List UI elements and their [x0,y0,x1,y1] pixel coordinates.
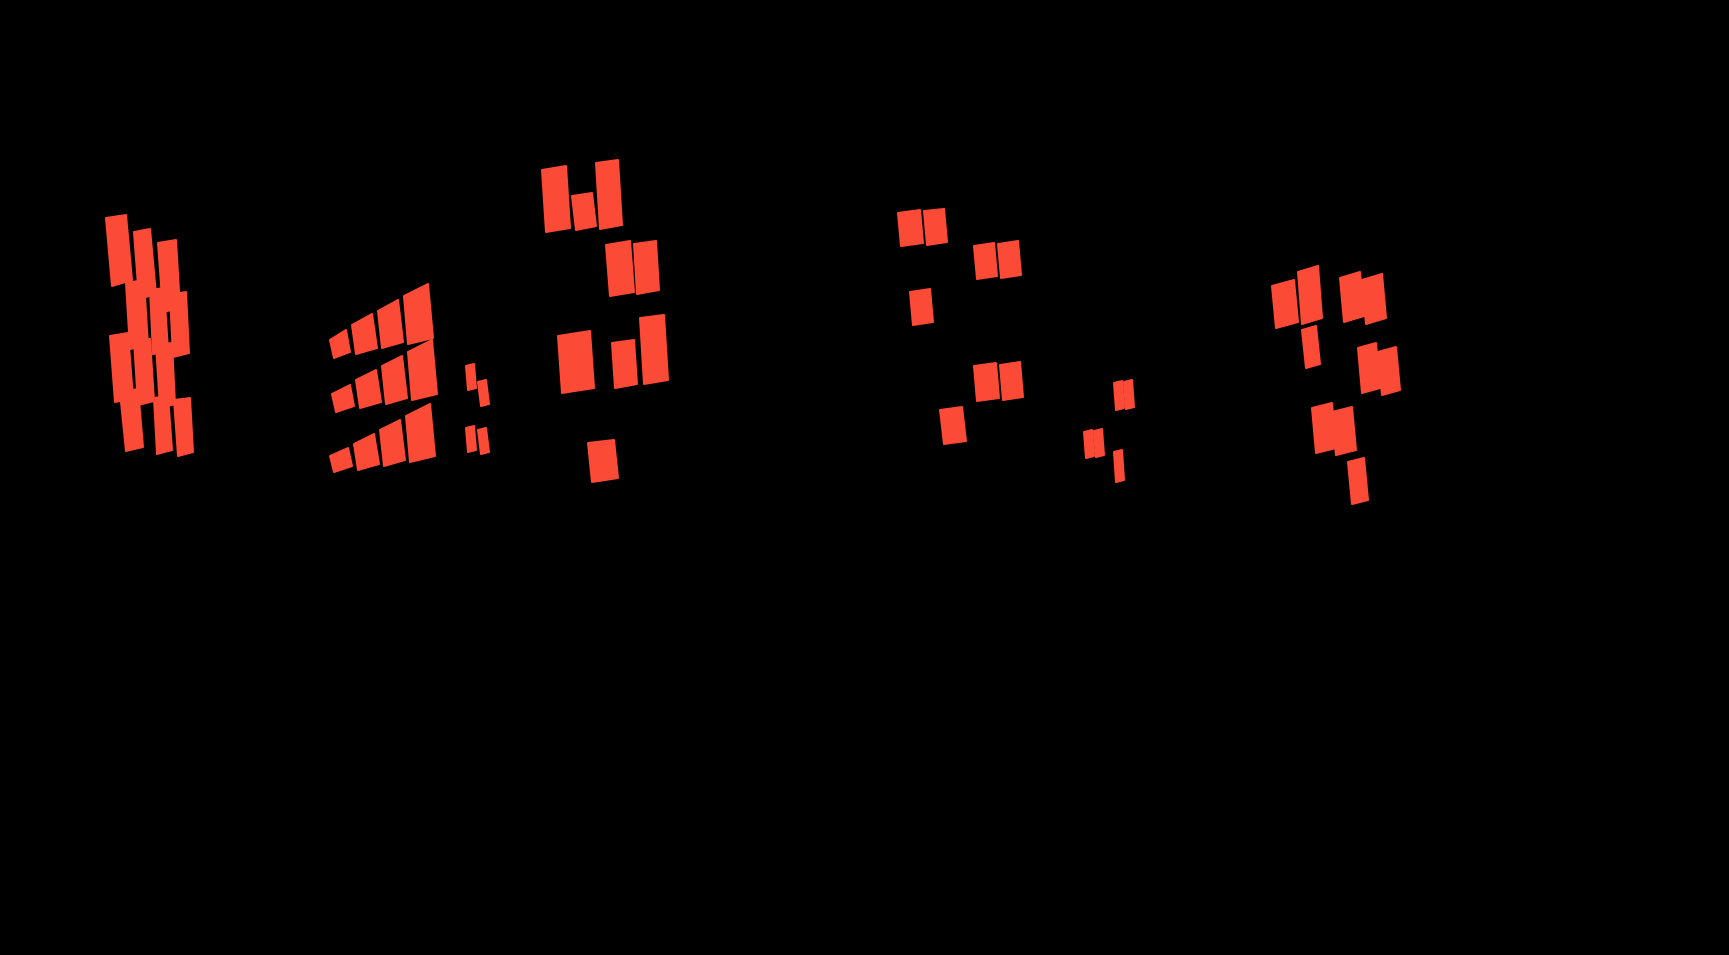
shape-quad [939,406,967,445]
shape-quad [1347,457,1369,505]
shape-quad [1297,265,1323,325]
shape-quad [571,192,597,231]
shape-quad [639,314,669,385]
shape-quad [1083,429,1095,459]
shape-quad [541,165,571,233]
shape-quad [1311,402,1337,454]
shape-quad [477,379,490,407]
shape-cluster [557,314,669,394]
shape-quad [353,433,380,471]
shape-quad [1123,379,1135,410]
shape-quad [1113,380,1125,411]
shape-quad [1361,273,1387,325]
shape-quad [909,288,934,326]
shape-cluster [465,363,490,455]
shape-cluster [897,208,1024,445]
shape-quad [407,339,438,401]
shape-quad [465,363,477,391]
shape-quad [1271,279,1299,329]
shape-quad [973,362,1000,402]
shape-cluster [329,403,436,473]
shape-quad [1113,449,1125,483]
shape-quad [605,240,635,297]
shape-quad [1301,325,1321,369]
shape-quad [173,397,194,457]
shape-cluster [587,439,619,483]
shape-cluster [105,214,194,457]
shape-quad [1331,406,1357,456]
shape-quad [169,291,190,358]
shape-quad [997,240,1022,279]
shape-quad [1093,428,1105,458]
shape-quad [595,159,623,230]
shape-cluster [331,339,438,413]
shape-quad [1339,271,1365,323]
shape-quad [1377,346,1401,396]
shape-quad [405,403,436,463]
shape-cluster [1083,379,1135,483]
shape-quad [381,355,408,405]
shape-quad [153,395,173,455]
shape-quad [331,384,355,413]
shape-quad [923,208,948,246]
shape-quad [633,240,660,295]
shape-quad [587,439,619,483]
shape-quad [477,427,490,455]
shape-quad [403,283,434,345]
shape-cluster [541,159,660,297]
shape-quad [999,361,1024,401]
shape-quad [119,388,144,452]
shape-quad [611,339,638,389]
shape-cluster [1271,265,1401,505]
shape-quad [329,447,353,473]
shape-quad [897,209,924,247]
shape-cluster [329,283,434,359]
shape-quad [1357,342,1381,394]
shape-quad [973,242,998,280]
shape-quad [377,299,404,349]
shape-quad [465,425,477,453]
shape-quad [557,330,595,394]
shape-quad [355,369,382,409]
shape-quad [379,419,406,467]
shape-quad [105,214,133,287]
shape-quad [329,329,351,359]
shape-quad [351,313,378,355]
shape-cluster-container [105,159,1401,505]
